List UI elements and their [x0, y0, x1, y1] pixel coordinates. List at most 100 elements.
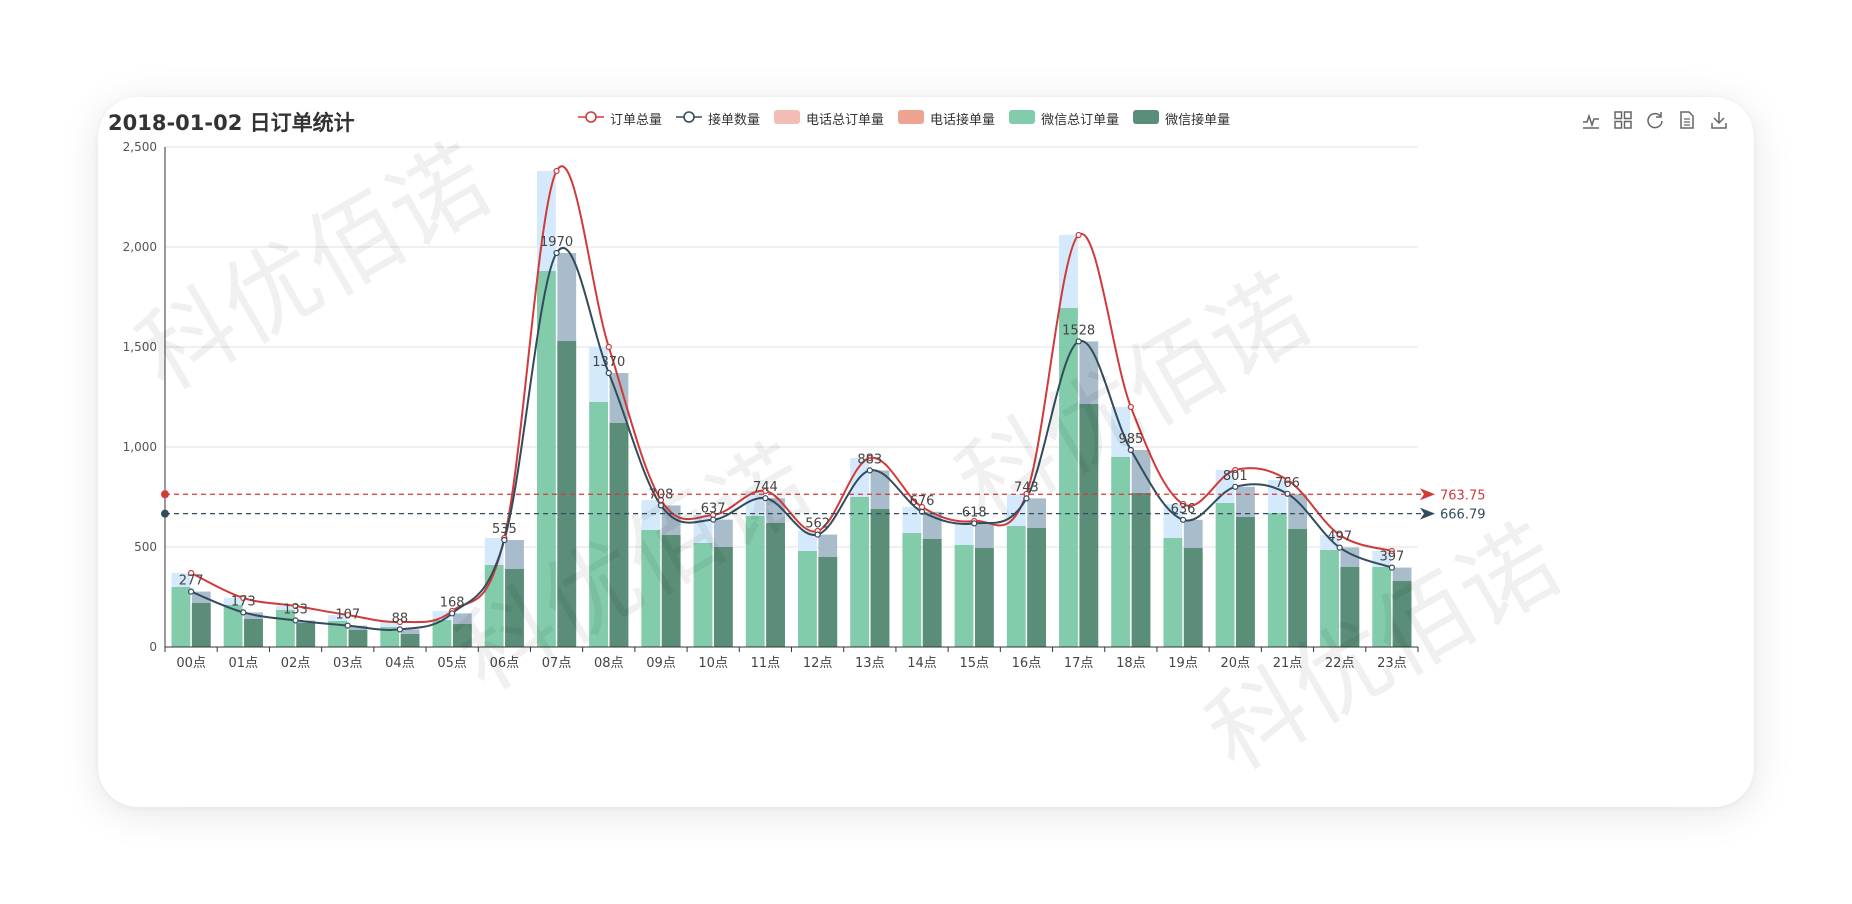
x-tick-label: 23点 — [1377, 656, 1407, 671]
legend-box-symbol-icon — [898, 109, 925, 128]
legend-label: 订单总量 — [610, 113, 663, 128]
x-tick-label: 01点 — [229, 656, 259, 671]
legend-label: 微信接单量 — [1165, 113, 1231, 128]
bar-wechat-total — [432, 620, 452, 647]
data-label: 743 — [1014, 480, 1039, 495]
legend-box-symbol-icon — [1133, 109, 1160, 128]
chart-card: 2018-01-02 日订单统计 订单总量 接单数量 电话总订单量 电话接单量 微信总订… — [98, 97, 1754, 807]
bar-wechat-accepted — [557, 341, 577, 647]
data-label: 744 — [753, 480, 778, 495]
line-chart-icon[interactable] — [1580, 109, 1602, 131]
y-tick-label: 2,500 — [123, 140, 157, 154]
bar-wechat-total — [1059, 308, 1078, 647]
bar-wechat-total — [850, 497, 870, 647]
x-tick-label: 06点 — [490, 656, 520, 671]
bar-wechat-accepted — [348, 630, 368, 647]
legend-line-symbol-icon — [578, 110, 604, 128]
y-tick-label: 500 — [134, 540, 157, 554]
point-accepted — [1023, 495, 1030, 502]
point-order-total — [1179, 500, 1187, 508]
legend-label: 电话接单量 — [930, 113, 996, 128]
bar-wechat-accepted — [1183, 548, 1203, 647]
bar-wechat-accepted — [870, 509, 890, 647]
point-accepted — [188, 588, 195, 595]
point-accepted — [605, 369, 612, 377]
point-accepted — [657, 502, 665, 509]
data-label: 107 — [335, 608, 360, 623]
bar-wechat-accepted — [191, 603, 211, 647]
bar-wechat-accepted — [452, 624, 472, 647]
bar-wechat-accepted — [505, 569, 524, 647]
point-order-total — [605, 343, 612, 351]
point-accepted — [1179, 516, 1187, 523]
bar-wechat-accepted — [766, 523, 785, 647]
bar-wechat-accepted — [400, 634, 420, 647]
bar-wechat-accepted — [922, 539, 942, 647]
point-accepted — [344, 622, 351, 629]
point-accepted — [553, 249, 560, 257]
y-tick-label: 1,500 — [123, 340, 157, 354]
legend-item[interactable]: 接单数量 — [676, 109, 760, 128]
legend-item[interactable]: 电话接单量 — [898, 109, 995, 128]
bar-wechat-total — [1163, 538, 1183, 647]
bar-wechat-total — [902, 533, 922, 647]
point-accepted — [240, 609, 247, 616]
bar-wechat-total — [1111, 457, 1131, 647]
legend-item[interactable]: 微信接单量 — [1133, 109, 1230, 128]
download-icon[interactable] — [1708, 109, 1730, 131]
data-label: 133 — [283, 602, 308, 617]
x-tick-label: 09点 — [646, 656, 676, 671]
x-tick-label: 13点 — [855, 656, 885, 671]
bar-wechat-accepted — [818, 557, 838, 647]
point-order-total — [240, 594, 247, 602]
legend-item[interactable]: 微信总订单量 — [1009, 109, 1119, 128]
legend-box-symbol-icon — [774, 109, 801, 128]
data-label: 562 — [805, 517, 830, 532]
bar-wechat-accepted — [1027, 528, 1047, 647]
point-order-total — [553, 167, 560, 175]
data-label: 766 — [1275, 476, 1300, 491]
bar-wechat-total — [745, 516, 765, 647]
y-tick-label: 1,000 — [123, 440, 157, 454]
x-tick-label: 16点 — [1012, 656, 1042, 671]
x-tick-label: 11点 — [751, 656, 781, 671]
point-order-total — [1388, 547, 1395, 555]
point-accepted — [292, 617, 299, 624]
data-label: 535 — [492, 522, 517, 537]
bar-wechat-total — [380, 627, 400, 647]
point-order-total — [1075, 231, 1082, 239]
point-accepted — [762, 495, 769, 502]
data-label: 801 — [1223, 469, 1248, 484]
data-view-icon[interactable] — [1676, 109, 1698, 131]
data-label: 1528 — [1062, 323, 1095, 338]
bar-wechat-accepted — [1236, 517, 1255, 647]
data-label: 676 — [910, 494, 935, 509]
bar-wechat-total — [1320, 550, 1339, 647]
x-tick-label: 07点 — [542, 656, 572, 671]
point-order-total — [1127, 403, 1134, 411]
point-accepted — [1336, 544, 1343, 551]
point-accepted — [814, 531, 821, 538]
data-label: 168 — [440, 595, 465, 610]
legend-label: 电话总订单量 — [806, 113, 885, 128]
legend-line-symbol-icon — [676, 110, 703, 128]
grid-icon[interactable] — [1612, 109, 1634, 131]
data-label: 1970 — [540, 235, 573, 250]
x-tick-label: 14点 — [907, 656, 937, 671]
average-line-arrow-icon — [1420, 507, 1435, 520]
legend-item[interactable]: 订单总量 — [578, 109, 662, 128]
average-line-arrow-icon — [1420, 488, 1435, 501]
refresh-icon[interactable] — [1644, 109, 1666, 131]
bar-wechat-accepted — [1392, 581, 1412, 647]
bar-wechat-accepted — [296, 623, 316, 647]
bar-wechat-accepted — [1340, 567, 1360, 647]
point-accepted — [710, 516, 717, 523]
data-label: 985 — [1118, 432, 1143, 447]
data-label: 708 — [649, 487, 674, 502]
bar-wechat-total — [328, 621, 347, 647]
point-accepted — [1232, 483, 1239, 490]
data-label: 618 — [962, 505, 987, 520]
x-tick-label: 08点 — [594, 656, 624, 671]
x-tick-label: 04点 — [385, 656, 415, 671]
legend-item[interactable]: 电话总订单量 — [774, 109, 884, 128]
